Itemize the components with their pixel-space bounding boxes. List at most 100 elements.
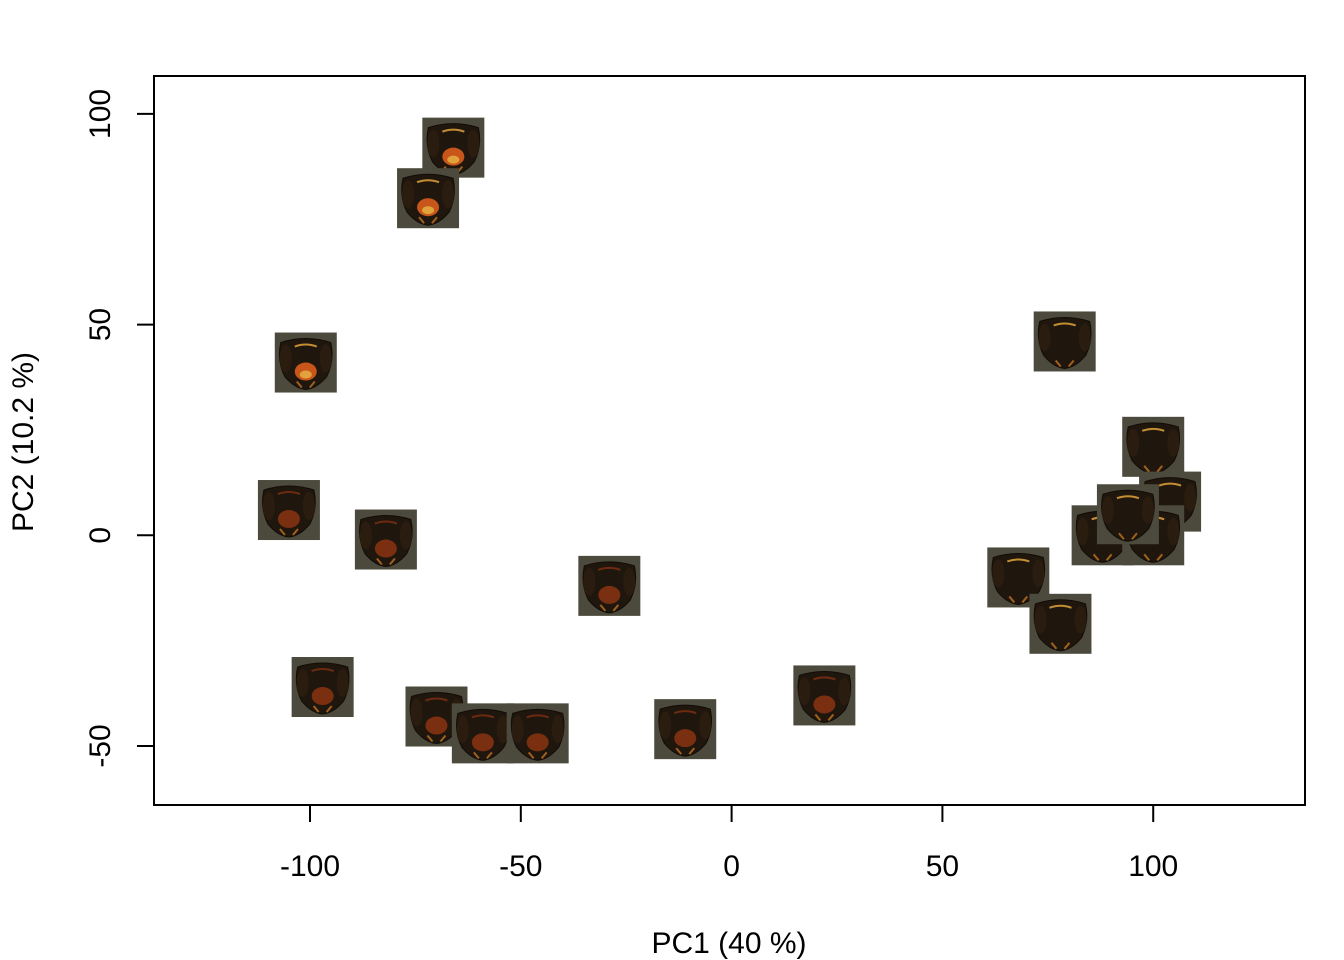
x-tick-label: 50 [926, 850, 959, 883]
eye-right-icon [1074, 605, 1087, 634]
mandibles-icon [527, 751, 548, 760]
clypeus-icon [277, 510, 300, 529]
eye-left-icon [279, 344, 292, 373]
clypeus-icon [1053, 341, 1076, 360]
clypeus-icon [598, 585, 621, 604]
eye-right-icon [838, 677, 851, 706]
y-tick-label: 100 [84, 89, 117, 139]
marking-icon [442, 128, 465, 133]
clypeus-icon [311, 687, 334, 706]
clypeus-icon [1049, 623, 1072, 642]
clypeus-icon [674, 729, 697, 748]
eye-right-icon [551, 715, 564, 744]
data-points [257, 117, 1202, 764]
eye-right-icon [496, 715, 509, 744]
y-axis: -50 0 50 100 [84, 89, 155, 768]
marking-icon [294, 343, 318, 348]
eye-right-icon [1078, 323, 1091, 352]
x-axis-title: PC1 (40 %) [651, 927, 806, 960]
marking-icon [1049, 604, 1072, 609]
mandibles-icon [376, 557, 396, 566]
eye-left-icon [359, 521, 372, 550]
data-point [397, 168, 460, 229]
clypeus-icon [526, 733, 549, 752]
eye-left-icon [456, 715, 469, 744]
mandibles-icon [599, 604, 620, 612]
mandibles-icon [1143, 465, 1163, 473]
mandibles-icon [1118, 532, 1138, 540]
clypeus-icon [1007, 577, 1030, 596]
mandibles-icon [279, 528, 299, 536]
eye-left-icon [1034, 605, 1047, 634]
data-point [1033, 311, 1096, 372]
data-point [578, 555, 641, 616]
data-point [451, 703, 514, 764]
eye-left-icon [410, 698, 423, 727]
x-axis: -100 -50 0 50 100 [280, 804, 1178, 883]
data-point [354, 509, 417, 570]
marking-icon [1006, 558, 1030, 563]
eye-right-icon [623, 567, 636, 596]
clypeus-spot-icon [447, 155, 460, 164]
eye-left-icon [296, 669, 309, 698]
data-point [1029, 593, 1092, 654]
eye-left-icon [1076, 517, 1089, 546]
clypeus-icon [471, 733, 494, 752]
data-point [793, 665, 856, 726]
eye-left-icon [798, 677, 811, 706]
data-point [257, 480, 320, 541]
eye-right-icon [442, 180, 455, 209]
y-tick-label: 0 [84, 527, 117, 544]
eye-left-icon [427, 129, 440, 158]
marking-icon [471, 714, 495, 719]
marking-icon [1141, 427, 1165, 432]
y-tick-label: 50 [84, 308, 117, 341]
eye-right-icon [467, 129, 480, 158]
eye-right-icon [1167, 428, 1180, 457]
mandibles-icon [418, 216, 438, 224]
marking-icon [813, 676, 836, 681]
eye-right-icon [319, 344, 332, 373]
marking-icon [597, 566, 621, 571]
clypeus-icon [813, 695, 836, 714]
data-point [987, 547, 1050, 608]
marking-icon [1158, 482, 1182, 487]
eye-left-icon [402, 180, 415, 209]
eye-left-icon [1101, 496, 1114, 525]
eye-right-icon [1141, 496, 1154, 525]
eye-left-icon [1127, 428, 1140, 457]
mandibles-icon [426, 734, 447, 743]
data-point [274, 332, 337, 393]
eye-left-icon [659, 711, 672, 740]
x-tick-label: -100 [280, 850, 340, 883]
mandibles-icon [1050, 642, 1071, 650]
mandibles-icon [675, 747, 695, 755]
marking-icon [277, 491, 301, 495]
mandibles-icon [1092, 553, 1113, 561]
clypeus-icon [425, 716, 448, 735]
eye-right-icon [399, 521, 412, 550]
marking-icon [1116, 495, 1140, 500]
mandibles-icon [1008, 595, 1029, 604]
data-point [506, 703, 569, 764]
x-tick-label: 0 [723, 850, 740, 883]
clypeus-icon [1116, 514, 1139, 533]
x-tick-label: 100 [1128, 850, 1178, 883]
y-axis-title: PC2 (10.2 %) [7, 352, 40, 532]
mandibles-icon [1054, 359, 1075, 368]
y-tick-label: -50 [84, 724, 117, 767]
marking-icon [425, 697, 448, 702]
marking-icon [526, 714, 550, 719]
mandibles-icon [312, 705, 333, 713]
mandibles-icon [296, 380, 316, 389]
data-point [291, 657, 354, 718]
data-point [654, 699, 717, 760]
eye-left-icon [262, 492, 275, 521]
marking-icon [1053, 322, 1077, 327]
eye-right-icon [1032, 559, 1045, 588]
eye-left-icon [1038, 323, 1051, 352]
mandibles-icon [473, 751, 493, 760]
eye-left-icon [511, 715, 524, 744]
eye-right-icon [302, 492, 315, 521]
